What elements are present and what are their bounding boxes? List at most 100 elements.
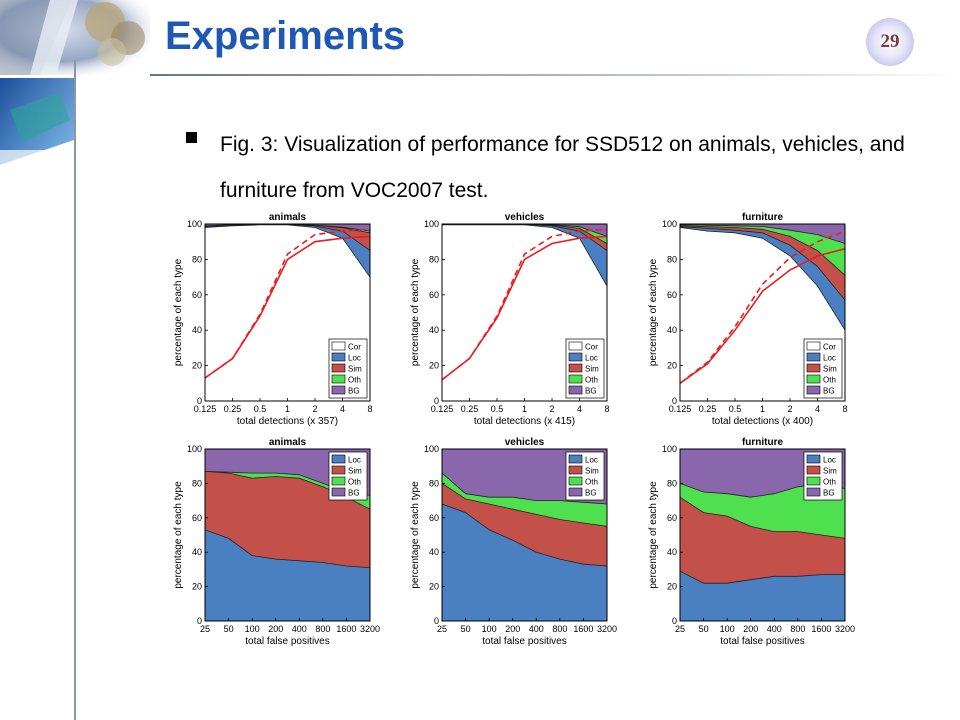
y-axis-label: percentage of each type (648, 481, 659, 589)
x-tick-label: 0.125 (431, 404, 454, 414)
legend-label-oth: Oth (823, 478, 836, 487)
x-tick-label: 3200 (835, 624, 855, 634)
y-tick-label: 20 (429, 361, 439, 371)
y-tick-label: 20 (192, 361, 202, 371)
plot-title: furniture (742, 437, 784, 448)
legend-label-oth: Oth (585, 478, 598, 487)
figure-caption: Fig. 3: Visualization of performance for… (220, 133, 905, 202)
y-tick-label: 60 (429, 290, 439, 300)
plot-animals-false-positives: animals 0 20 40 60 80 100 25 50 100 200 400 800 1600 3… (173, 437, 380, 647)
x-tick-label: 1600 (336, 624, 356, 634)
x-tick-label: 200 (268, 624, 283, 634)
legend-label-sim: Sim (348, 365, 362, 374)
legend-swatch-sim (331, 363, 346, 373)
legend-label-oth: Oth (348, 376, 361, 385)
x-tick-label: 25 (675, 624, 685, 634)
x-tick-label: 800 (790, 624, 805, 634)
plot-title: vehicles (505, 212, 545, 223)
x-tick-label: 50 (224, 624, 234, 634)
legend-swatch-bg (806, 385, 821, 395)
x-tick-label: 2 (312, 404, 317, 414)
legend-label-sim: Sim (823, 467, 837, 476)
legend-label-bg: BG (348, 489, 360, 498)
y-tick-label: 60 (429, 513, 439, 523)
legend-label-loc: Loc (348, 354, 361, 363)
y-tick-label: 60 (192, 290, 202, 300)
legend-label-sim: Sim (585, 365, 599, 374)
legend-swatch-cor (568, 341, 583, 351)
title-rule (150, 74, 960, 76)
legend-label-bg: BG (348, 387, 360, 396)
x-tick-label: 1600 (811, 624, 831, 634)
plot-frame (679, 448, 846, 622)
y-tick-label: 80 (192, 478, 202, 488)
x-tick-label: 100 (482, 624, 497, 634)
legend-swatch-sim (568, 363, 583, 373)
plot-vehicles-detections: vehicles 0 20 40 60 80 100 0.125 0.25 0.5 1 2 4 8 tota… (410, 212, 610, 427)
bullet-marker (186, 132, 197, 143)
y-tick-label: 0 (672, 616, 677, 626)
x-axis-label: total false positives (482, 636, 567, 647)
x-tick-label: 2 (787, 404, 792, 414)
legend-swatch-cor (806, 341, 821, 351)
legend-swatch-oth (806, 476, 821, 486)
plot-title: animals (269, 437, 307, 448)
page-number-badge: 29 (866, 18, 914, 66)
x-tick-label: 25 (200, 624, 210, 634)
legend-swatch-loc (331, 352, 346, 362)
x-tick-label: 200 (505, 624, 520, 634)
y-tick-label: 0 (672, 396, 677, 406)
y-tick-label: 100 (187, 219, 202, 229)
y-tick-label: 80 (667, 478, 677, 488)
y-tick-label: 40 (429, 325, 439, 335)
y-tick-label: 40 (667, 547, 677, 557)
legend-swatch-sim (331, 465, 346, 475)
x-tick-label: 4 (815, 404, 820, 414)
legend-swatch-loc (568, 454, 583, 464)
legend-label-oth: Oth (348, 478, 361, 487)
x-axis-label: total detections (x 415) (474, 416, 575, 427)
x-tick-label: 200 (743, 624, 758, 634)
x-tick-label: 400 (767, 624, 782, 634)
legend-label-loc: Loc (823, 456, 836, 465)
y-tick-label: 20 (192, 582, 202, 592)
plot-title: vehicles (505, 437, 545, 448)
y-tick-label: 0 (197, 396, 202, 406)
legend-swatch-sim (806, 363, 821, 373)
legend-swatch-oth (568, 476, 583, 486)
y-tick-label: 60 (192, 513, 202, 523)
corner-decoration (0, 0, 170, 190)
plot-frame (441, 448, 608, 622)
recall-curve-solid (204, 235, 371, 379)
x-tick-label: 50 (461, 624, 471, 634)
legend-label-bg: BG (823, 489, 835, 498)
y-tick-label: 80 (429, 254, 439, 264)
legend-label-loc: Loc (585, 456, 598, 465)
legend-swatch-oth (331, 374, 346, 384)
x-tick-label: 2 (549, 404, 554, 414)
y-tick-label: 60 (667, 290, 677, 300)
legend-label-oth: Oth (823, 376, 836, 385)
y-tick-label: 100 (424, 444, 439, 454)
y-tick-label: 100 (662, 219, 677, 229)
x-tick-label: 0.25 (699, 404, 717, 414)
x-axis-label: total detections (x 357) (237, 416, 338, 427)
legend-label-sim: Sim (348, 467, 362, 476)
x-tick-label: 1 (285, 404, 290, 414)
plot-frame (204, 448, 371, 622)
plot-furniture-false-positives: furniture 0 20 40 60 80 100 25 50 100 200 400 800 160… (648, 437, 855, 647)
legend-label-loc: Loc (823, 354, 836, 363)
legend-label-cor: Cor (585, 343, 598, 352)
x-axis-label: total false positives (245, 636, 330, 647)
plot-title: animals (269, 212, 307, 223)
legend-swatch-bg (331, 385, 346, 395)
slide-title: Experiments (165, 14, 406, 58)
left-rule (74, 60, 76, 720)
x-tick-label: 1 (760, 404, 765, 414)
recall-curve-solid (679, 248, 846, 384)
y-tick-label: 100 (187, 444, 202, 454)
legend-swatch-loc (806, 454, 821, 464)
x-tick-label: 0.25 (224, 404, 242, 414)
y-tick-label: 40 (192, 547, 202, 557)
plot-title: furniture (742, 212, 784, 223)
